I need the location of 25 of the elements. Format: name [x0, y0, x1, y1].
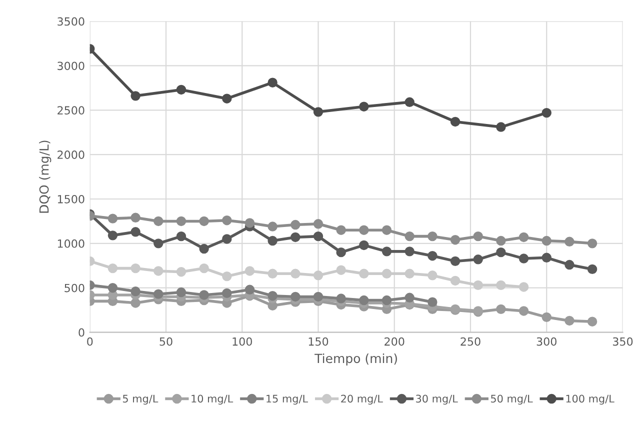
x-tick-label: 200 — [384, 337, 404, 346]
y-tick-label: 3500 — [58, 17, 84, 26]
legend-label: 30 mg/L — [416, 394, 458, 405]
legend-label: 5 mg/L — [122, 394, 158, 405]
x-tick-label: 250 — [460, 337, 480, 346]
x-tick-label: 350 — [612, 337, 633, 346]
x-tick-label: 300 — [536, 337, 556, 346]
x-tick-label: 100 — [232, 337, 252, 346]
legend-label: 50 mg/L — [491, 394, 533, 405]
y-tick-label: 0 — [78, 328, 84, 337]
y-axis-title: DQO (mg/L) — [39, 140, 52, 213]
legend-label: 20 mg/L — [341, 394, 383, 405]
y-tick-label: 2500 — [58, 106, 84, 115]
x-tick-label: 150 — [308, 337, 328, 346]
y-tick-label: 3000 — [58, 62, 84, 70]
y-tick-label: 2000 — [58, 150, 84, 159]
legend-label: 100 mg/L — [566, 394, 614, 405]
x-axis-title: Tiempo (min) — [314, 353, 397, 366]
y-tick-label: 1500 — [58, 194, 84, 204]
x-tick-label: 50 — [160, 337, 172, 346]
legend-label: 15 mg/L — [266, 394, 308, 405]
y-tick-label: 500 — [64, 284, 84, 292]
x-tick-label: 0 — [87, 337, 93, 346]
legend-label: 10 mg/L — [192, 394, 234, 405]
y-tick-label: 1000 — [58, 239, 84, 248]
